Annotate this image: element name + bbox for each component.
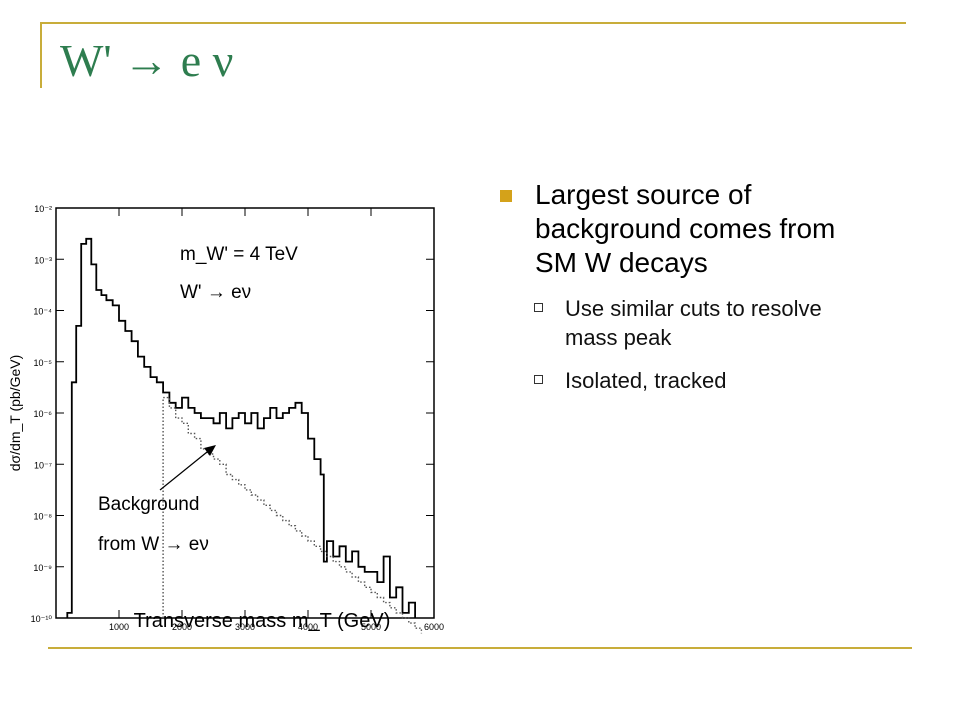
y-tick-label: 10⁻⁴ xyxy=(33,307,52,317)
bullet-list: Largest source of background comes from … xyxy=(500,178,860,395)
process-annotation: W' → eν xyxy=(180,282,251,303)
y-tick-label: 10⁻¹⁰ xyxy=(31,614,53,624)
background-label-2: from W → eν xyxy=(98,534,209,555)
x-tick-label: 3000 xyxy=(235,622,255,632)
top-rule xyxy=(40,22,906,24)
slide-title: W' → e ν xyxy=(60,35,234,86)
annotation-arrow-line xyxy=(159,447,213,491)
bottom-rule xyxy=(48,647,912,649)
hollow-square-bullet-icon xyxy=(534,375,543,384)
y-tick-label: 10⁻⁸ xyxy=(33,512,52,522)
sub-bullet-item: Isolated, tracked xyxy=(534,366,860,395)
axis-ticks: 10⁻² 10⁻³ 10⁻⁴ 10⁻⁵ 10⁻⁶ 10⁻⁷ 10⁻⁸ 10⁻⁹ 10⁻¹⁰ 100… xyxy=(31,204,444,632)
mass-spectrum-chart: 10⁻² 10⁻³ 10⁻⁴ 10⁻⁵ 10⁻⁶ 10⁻⁷ 10⁻⁸ 10⁻⁹ 10⁻¹⁰ 100… xyxy=(7,204,444,634)
y-tick-label: 10⁻² xyxy=(34,204,52,214)
bullet-text: Largest source of background comes from … xyxy=(535,179,836,278)
y-tick-label: 10⁻³ xyxy=(34,255,52,265)
sub-bullet-item: Use similar cuts to resolve mass peak xyxy=(534,294,860,352)
series-group xyxy=(66,237,423,634)
sub-bullet-text: Use similar cuts to resolve mass peak xyxy=(565,296,822,350)
y-tick-label: 10⁻⁵ xyxy=(34,358,53,368)
background-label-1: Background xyxy=(98,494,199,515)
annotation-arrow-head xyxy=(204,445,216,456)
square-bullet-icon xyxy=(500,190,512,202)
x-tick-label: 5000 xyxy=(361,622,381,632)
signal-series-line xyxy=(66,237,416,618)
x-axis-label: Transverse mass m_T (GeV) xyxy=(134,610,391,632)
mass-annotation: m_W' = 4 TeV xyxy=(180,244,298,265)
y-axis-label: dσ/dm_T (pb/GeV) xyxy=(7,355,23,472)
hollow-square-bullet-icon xyxy=(534,303,543,312)
sub-bullet-text: Isolated, tracked xyxy=(565,368,727,393)
y-tick-label: 10⁻⁹ xyxy=(33,563,52,573)
y-tick-label: 10⁻⁷ xyxy=(34,460,52,470)
y-tick-label: 10⁻⁶ xyxy=(34,409,53,419)
x-tick-label: 6000 xyxy=(424,622,444,632)
background-series-line xyxy=(162,396,423,634)
x-tick-label: 4000 xyxy=(298,622,318,632)
bullet-item: Largest source of background comes from … xyxy=(500,178,860,280)
x-tick-label: 1000 xyxy=(109,622,129,632)
x-tick-label: 2000 xyxy=(172,622,192,632)
left-rule xyxy=(40,22,42,88)
